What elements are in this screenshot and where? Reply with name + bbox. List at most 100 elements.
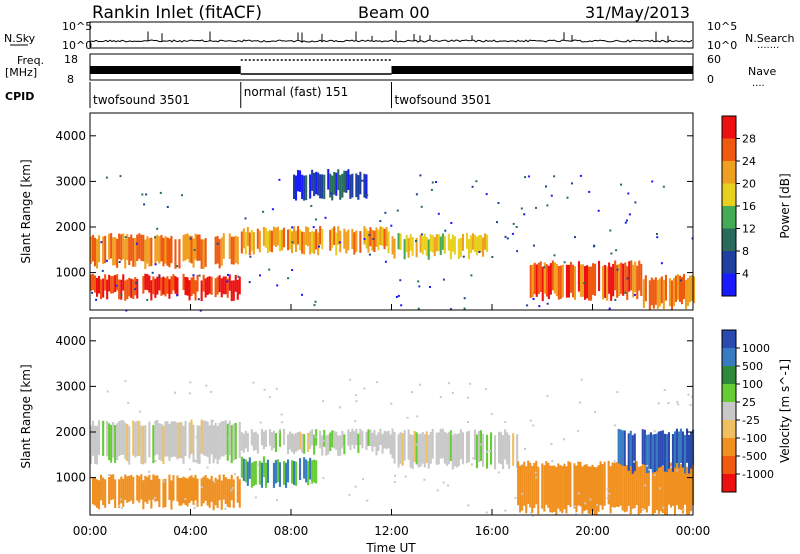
- echo-cell: [614, 260, 617, 291]
- colorbar-segment: [722, 251, 736, 274]
- y-tick-label: 4000: [55, 129, 86, 143]
- echo-cell: [557, 463, 560, 509]
- echo-cell: [194, 280, 197, 301]
- echo-cell: [661, 430, 664, 466]
- echo-point: [101, 269, 104, 272]
- echo-point: [145, 193, 148, 196]
- echo-point: [566, 196, 569, 199]
- echo-point: [553, 175, 556, 178]
- echo-cell: [200, 478, 203, 507]
- echo-cell: [204, 475, 207, 501]
- scatter-echoes: [93, 378, 694, 517]
- echo-point: [471, 185, 474, 188]
- echo-point: [291, 269, 294, 271]
- echo-cell: [479, 430, 482, 461]
- echo-point: [463, 297, 466, 300]
- echo-cell: [244, 459, 247, 483]
- echo-point: [485, 193, 488, 196]
- echo-point: [390, 224, 393, 227]
- echo-cell: [331, 228, 334, 248]
- echo-point: [259, 274, 261, 277]
- echo-cell: [617, 428, 620, 464]
- echo-cell: [140, 474, 143, 500]
- echo-point: [354, 394, 357, 397]
- echo-cell: [331, 175, 334, 201]
- echo-cell: [210, 475, 213, 502]
- echo-cell: [250, 230, 253, 251]
- echo-point: [676, 469, 678, 472]
- echo-point: [626, 219, 628, 222]
- echo-cell: [164, 478, 167, 507]
- echo-cell: [204, 238, 207, 267]
- echo-cell: [567, 461, 570, 505]
- echo-point: [442, 278, 445, 281]
- echo-cell: [260, 462, 263, 488]
- echo-cell: [184, 477, 187, 506]
- echo-point: [276, 499, 279, 502]
- echo-cell: [607, 460, 610, 505]
- colorbar-tick-label: 100: [742, 378, 763, 391]
- echo-cell: [484, 233, 487, 250]
- echo-cell: [98, 480, 101, 510]
- echo-cell: [665, 434, 668, 472]
- echo-cell: [581, 264, 584, 297]
- echo-cell: [228, 233, 231, 259]
- cpid-segment-label: normal (fast) 151: [244, 85, 348, 99]
- echo-point: [205, 384, 208, 387]
- echo-cell: [345, 170, 348, 193]
- echo-point: [444, 229, 447, 232]
- echo-point: [224, 507, 227, 510]
- echo-cell: [681, 466, 684, 514]
- echo-point: [435, 181, 437, 183]
- echo-point: [262, 210, 265, 213]
- echo-cell: [148, 238, 151, 267]
- echo-point: [294, 444, 297, 447]
- echo-cell: [158, 478, 161, 508]
- echo-cell: [184, 234, 187, 261]
- echo-cell: [549, 263, 552, 295]
- echo-cell: [182, 234, 185, 262]
- echo-cell: [108, 274, 111, 292]
- echo-cell: [297, 432, 300, 451]
- echo-cell: [453, 236, 456, 255]
- echo-point: [512, 222, 515, 225]
- echo-cell: [589, 466, 592, 514]
- echo-point: [667, 402, 670, 404]
- echo-point: [268, 268, 271, 271]
- echo-cell: [341, 173, 344, 198]
- echo-cell: [162, 276, 165, 295]
- scatter-echoes: [91, 174, 694, 312]
- echo-cell: [148, 275, 151, 293]
- echo-point: [348, 442, 351, 445]
- echo-point: [339, 406, 342, 409]
- echo-point: [578, 401, 581, 404]
- echo-point: [228, 438, 231, 441]
- echo-cell: [319, 226, 322, 245]
- echo-point: [176, 294, 179, 297]
- echo-cell: [120, 476, 123, 504]
- echo-cell: [533, 262, 536, 295]
- echo-cell: [529, 462, 532, 508]
- echo-cell: [186, 233, 189, 259]
- echo-point: [154, 236, 157, 239]
- echo-cell: [186, 478, 189, 507]
- echo-point: [415, 193, 418, 196]
- echo-point: [529, 419, 532, 422]
- echo-cell: [202, 239, 205, 269]
- echo-cell: [590, 266, 593, 301]
- echo-point: [521, 492, 524, 495]
- colorbar-segment: [722, 228, 736, 252]
- echo-cell: [671, 461, 674, 506]
- echo-cell: [283, 227, 286, 248]
- echo-point: [656, 233, 658, 235]
- echo-point: [573, 505, 576, 508]
- echo-cell: [642, 279, 645, 308]
- echo-cell: [178, 239, 181, 269]
- echo-cell: [500, 432, 503, 465]
- noise-ytick-bottom-right: 10^0: [707, 39, 737, 52]
- echo-cell: [329, 432, 332, 452]
- echo-cell: [379, 226, 382, 245]
- echo-cell: [555, 263, 558, 297]
- echo-point: [254, 496, 257, 499]
- echo-cell: [254, 431, 257, 450]
